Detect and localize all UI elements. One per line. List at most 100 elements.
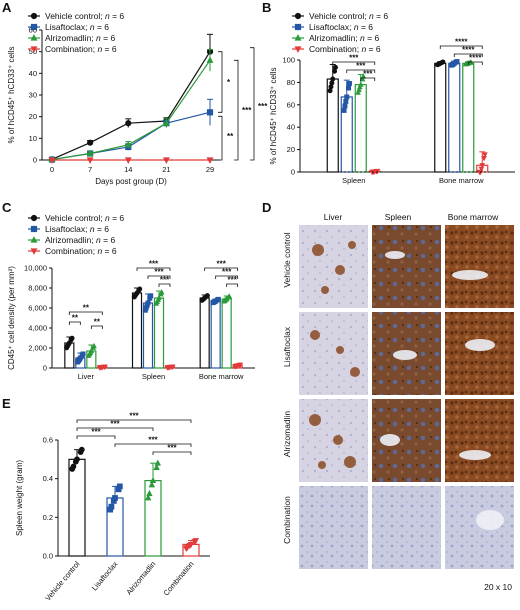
panel-a-sig-bracket: [234, 59, 239, 161]
panel-c-legend-label: Alrizomadlin; n = 6: [45, 235, 115, 245]
panel-c-point: [137, 286, 143, 292]
panel-b-bar: [434, 62, 447, 173]
panel-c-sig-label: **: [94, 318, 101, 327]
panel-c-point: [69, 335, 75, 341]
panel-b-point: [355, 89, 361, 95]
ihc-image-vehicle-bone-marrow: [445, 225, 514, 308]
panel-a-sig-bracket: [250, 47, 255, 161]
panel-a-legend-marker: [30, 12, 38, 20]
panel-c-y-axis-label: CD45⁺ cell density (per mm²): [7, 266, 16, 370]
panel-c-point: [148, 293, 154, 299]
panel-c-sig-label: ***: [216, 260, 226, 269]
panel-b-point: [328, 84, 334, 90]
panel-c-point: [233, 363, 239, 370]
panel-e-y-axis-label: Spleen weight (gram): [15, 460, 24, 536]
panel-e-point: [192, 538, 200, 545]
panel-c-y-tick-label: 8,000: [28, 284, 47, 293]
panel-e-y-tick-label: 0.2: [43, 513, 53, 522]
ihc-row-combination: Combination: [282, 496, 292, 544]
panel-c-legend-label: Combination; n = 6: [45, 246, 117, 256]
panel-c-bar: [210, 300, 221, 369]
panel-letter-b: B: [262, 0, 271, 15]
panel-a-point: [87, 139, 94, 146]
panel-c-point: [154, 298, 161, 304]
ihc-panel-d: Liver Spleen Bone marrow Vehicle control…: [282, 212, 514, 592]
panel-b-point: [332, 68, 338, 74]
panel-e-x-tick-label: Combination: [162, 560, 196, 598]
panel-e-sig-label: ***: [129, 412, 139, 421]
panel-e-y-tick-label: 0.0: [43, 552, 53, 561]
panel-a-x-tick-label: 14: [124, 165, 132, 174]
panel-a-sig-bracket: [218, 51, 223, 113]
ihc-image-vehicle-spleen: [372, 225, 441, 308]
panel-b-y-tick-label: 20: [287, 145, 295, 154]
panel-e-sig-label: ***: [148, 436, 158, 445]
panel-c-x-tick-label: Bone marrow: [199, 372, 244, 381]
panel-e-point: [187, 541, 195, 549]
panel-e-x-tick-label: Alrizomadlin: [124, 560, 157, 597]
panel-a-point: [206, 56, 214, 63]
panel-e-sig-bracket: [76, 435, 116, 439]
panel-a-sig-label: ***: [242, 106, 252, 115]
panel-c-sig-label: ***: [160, 276, 170, 285]
panel-b-y-axis-label: % of hCD45⁺ hCD33⁺ cells: [269, 68, 278, 165]
panel-a-point: [86, 157, 94, 164]
panel-a-point: [206, 109, 214, 116]
panel-e-point: [78, 446, 85, 453]
panel-a-sig-label: *: [227, 78, 231, 87]
panel-a-y-tick-label: 10: [29, 134, 37, 143]
chart-panel-e: 0.0 0.2 0.4 0.6 Spleen weight (gram) Vehicle …: [15, 412, 210, 603]
panel-b-legend-label: Combination; n = 6: [309, 44, 381, 54]
panel-c-sig-bracket: [215, 275, 239, 279]
panel-c-point: [97, 365, 104, 371]
panel-c-x-tick-label: Spleen: [142, 372, 165, 381]
panel-c-bar: [142, 302, 154, 369]
panel-a-series-line: [51, 111, 211, 161]
panel-b-sig-bracket: [360, 77, 376, 81]
ihc-image-combination-spleen: [372, 486, 441, 569]
panel-c-x-tick-label: Liver: [78, 372, 95, 381]
ihc-image-lisaftoclax-bone-marrow: [445, 312, 514, 395]
panel-b-point: [435, 61, 441, 67]
panel-c-point: [222, 297, 228, 303]
panel-c-y-tick-label: 2,000: [28, 344, 47, 353]
panel-c-y-tick-label: 0: [43, 364, 47, 373]
panel-c-point: [143, 305, 149, 311]
panel-a-point: [206, 157, 214, 164]
ihc-row-vehicle: Vehicle control: [282, 232, 292, 287]
panel-c-point: [156, 294, 162, 301]
panel-b-point: [357, 81, 364, 87]
panel-c-sig-bracket: [68, 321, 81, 325]
panel-c-legend-marker: [30, 236, 38, 243]
panel-c-legend-label: Vehicle control; n = 6: [45, 213, 124, 223]
panel-b-point: [329, 80, 335, 86]
panel-b-bar: [326, 78, 339, 173]
panel-b-legend-label: Vehicle control; n = 6: [309, 11, 388, 21]
panel-b-legend-label: Alrizomadlin; n = 6: [309, 33, 379, 43]
panel-b-legend-marker: [294, 34, 302, 41]
panel-a-legend-label: Lisaftoclax; n = 6: [45, 22, 109, 32]
panel-c-y-tick-label: 6,000: [28, 304, 47, 313]
panel-c-sig-bracket: [158, 283, 171, 287]
panel-b-point: [327, 88, 333, 94]
panel-e-point: [148, 481, 156, 488]
panel-e-sig-bracket: [152, 451, 192, 455]
panel-e-point: [146, 489, 153, 497]
panel-c-legend-marker: [30, 225, 38, 233]
panel-c-legend-marker: [30, 248, 38, 255]
panel-b-sig-label: ***: [363, 70, 373, 79]
panel-c-point: [145, 300, 151, 306]
panel-b-y-tick-label: 0: [291, 168, 295, 177]
ihc-image-combination-liver: [299, 486, 368, 569]
panel-c-point: [86, 350, 93, 357]
panel-e-bar: [68, 458, 86, 557]
panel-c-y-tick-label: 4,000: [28, 324, 47, 333]
panel-c-point: [132, 293, 138, 299]
panel-e-sig-bracket: [76, 427, 154, 431]
panel-c-point: [165, 365, 172, 371]
panel-c-bar: [199, 297, 210, 369]
ihc-column-liver: Liver: [324, 212, 343, 222]
panel-c-sig-label: ***: [149, 260, 159, 269]
panel-e-sig-bracket: [114, 443, 192, 447]
panel-a-y-tick-label: 0: [33, 156, 37, 165]
